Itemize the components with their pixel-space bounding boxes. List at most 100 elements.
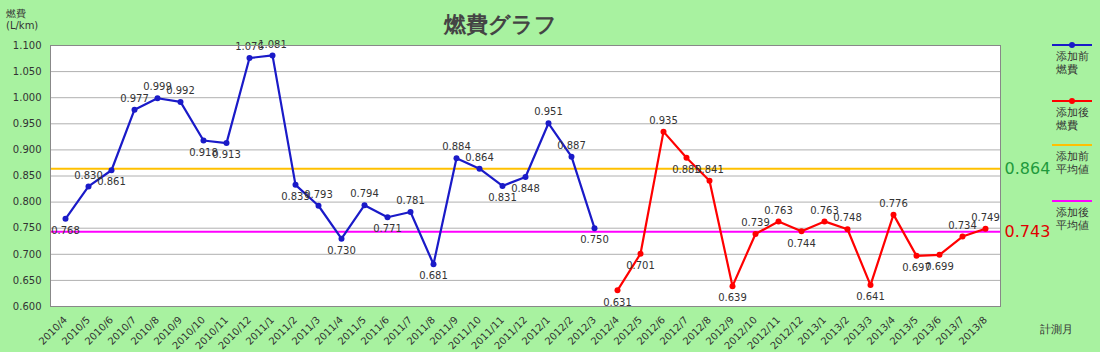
svg-text:2010/9: 2010/9 — [151, 314, 185, 347]
svg-text:2012/7: 2012/7 — [657, 314, 691, 347]
svg-text:2011/10: 2011/10 — [446, 314, 484, 352]
svg-text:0.700: 0.700 — [13, 249, 42, 260]
svg-text:2011/12: 2011/12 — [492, 314, 529, 351]
svg-text:0.641: 0.641 — [856, 291, 885, 302]
svg-text:2013/4: 2013/4 — [864, 314, 898, 347]
html-text:添加後燃費: 添加後燃費 — [1056, 106, 1089, 132]
svg-text:2011/8: 2011/8 — [404, 314, 438, 347]
svg-text:2011/9: 2011/9 — [427, 314, 461, 347]
svg-text:2012/11: 2012/11 — [745, 314, 783, 352]
svg-text:2011/1: 2011/1 — [243, 314, 277, 347]
svg-text:0.861: 0.861 — [97, 176, 126, 187]
html-text:添加前平均値: 添加前平均値 — [1056, 150, 1089, 176]
svg-text:2011/7: 2011/7 — [381, 314, 415, 347]
svg-text:2012/3: 2012/3 — [565, 314, 599, 347]
svg-text:0.800: 0.800 — [13, 196, 42, 207]
svg-text:2010/11: 2010/11 — [193, 314, 231, 352]
svg-text:1.000: 1.000 — [13, 92, 42, 103]
svg-text:2010/12: 2010/12 — [216, 314, 253, 351]
svg-text:0.631: 0.631 — [603, 297, 632, 308]
svg-text:0.848: 0.848 — [511, 183, 540, 194]
svg-text:2011/2: 2011/2 — [266, 314, 300, 347]
svg-text:0.999: 0.999 — [143, 81, 172, 93]
svg-text:2013/7: 2013/7 — [933, 314, 967, 347]
svg-text:2012/10: 2012/10 — [722, 314, 760, 352]
svg-text:2011/6: 2011/6 — [358, 314, 392, 347]
svg-text:0.885: 0.885 — [672, 164, 701, 175]
svg-text:0.730: 0.730 — [327, 245, 356, 256]
svg-text:0.950: 0.950 — [13, 118, 42, 129]
svg-text:0.781: 0.781 — [396, 195, 425, 206]
svg-text:0.750: 0.750 — [580, 234, 609, 245]
svg-text:0.750: 0.750 — [13, 222, 42, 233]
svg-text:1.081: 1.081 — [258, 39, 287, 50]
svg-text:0.887: 0.887 — [557, 140, 586, 151]
svg-text:0.771: 0.771 — [373, 223, 402, 234]
svg-text:2012/9: 2012/9 — [703, 314, 737, 347]
html-text:燃費グラフ: 燃費グラフ — [443, 12, 557, 37]
svg-text:2012/4: 2012/4 — [588, 314, 622, 347]
svg-text:2013/1: 2013/1 — [795, 314, 829, 347]
svg-text:2012/2: 2012/2 — [542, 314, 576, 347]
svg-text:0.850: 0.850 — [13, 170, 42, 181]
svg-text:2012/6: 2012/6 — [634, 314, 668, 347]
svg-text:2012/5: 2012/5 — [611, 314, 645, 347]
html-text:計測月: 計測月 — [1040, 323, 1073, 336]
svg-text:2010/5: 2010/5 — [59, 314, 93, 347]
svg-text:1.050: 1.050 — [13, 66, 42, 77]
svg-text:1.076: 1.076 — [235, 41, 264, 53]
svg-text:2012/8: 2012/8 — [680, 314, 714, 347]
svg-text:2013/5: 2013/5 — [887, 314, 921, 347]
svg-text:0.768: 0.768 — [51, 225, 80, 236]
svg-text:0.977: 0.977 — [120, 93, 149, 104]
html-text:添加後平均値: 添加後平均値 — [1056, 206, 1089, 232]
svg-text:0.739: 0.739 — [741, 217, 770, 228]
svg-text:2010/8: 2010/8 — [128, 314, 162, 347]
svg-text:0.749: 0.749 — [971, 212, 1000, 223]
svg-text:0.699: 0.699 — [925, 261, 954, 272]
svg-text:0.776: 0.776 — [879, 198, 908, 209]
svg-text:2011/3: 2011/3 — [289, 314, 323, 347]
svg-text:0.900: 0.900 — [13, 144, 42, 155]
svg-text:1.100: 1.100 — [13, 40, 42, 51]
svg-text:0.918: 0.918 — [189, 146, 218, 158]
svg-text:0.681: 0.681 — [419, 270, 448, 281]
svg-text:0.748: 0.748 — [833, 212, 862, 223]
svg-text:0.833: 0.833 — [281, 191, 310, 202]
svg-text:0.600: 0.600 — [13, 301, 42, 312]
svg-text:0.831: 0.831 — [488, 192, 517, 204]
svg-text:2011/5: 2011/5 — [335, 314, 369, 347]
svg-text:0.734: 0.734 — [948, 219, 977, 231]
svg-text:2010/7: 2010/7 — [105, 314, 139, 347]
svg-text:0.913: 0.913 — [212, 149, 241, 160]
svg-text:0.650: 0.650 — [13, 275, 42, 286]
svg-text:2012/1: 2012/1 — [519, 314, 553, 347]
html-text:燃費 (L/km): 燃費 (L/km) — [6, 8, 39, 31]
svg-text:2010/4: 2010/4 — [36, 314, 70, 347]
svg-text:2012/12: 2012/12 — [768, 314, 805, 351]
svg-text:2013/8: 2013/8 — [957, 314, 990, 347]
svg-text:0.841: 0.841 — [695, 163, 724, 175]
svg-text:0.794: 0.794 — [350, 188, 379, 199]
svg-text:2013/2: 2013/2 — [818, 314, 852, 347]
svg-text:2011/11: 2011/11 — [469, 314, 507, 352]
svg-text:2010/6: 2010/6 — [82, 314, 116, 347]
svg-text:0.701: 0.701 — [626, 260, 655, 271]
svg-text:0.639: 0.639 — [718, 292, 747, 303]
svg-text:2011/4: 2011/4 — [312, 314, 346, 347]
svg-text:2010/10: 2010/10 — [170, 314, 208, 352]
svg-text:0.935: 0.935 — [649, 115, 678, 126]
svg-text:2013/3: 2013/3 — [841, 314, 875, 347]
svg-text:0.763: 0.763 — [810, 204, 839, 216]
svg-text:0.951: 0.951 — [534, 106, 563, 117]
svg-text:0.992: 0.992 — [166, 85, 195, 96]
svg-text:0.884: 0.884 — [442, 141, 471, 152]
html-text:添加前燃費: 添加前燃費 — [1056, 50, 1089, 76]
svg-text:0.763: 0.763 — [764, 205, 793, 216]
svg-text:0.830: 0.830 — [74, 169, 103, 181]
svg-text:0.864: 0.864 — [465, 152, 494, 163]
svg-text:0.744: 0.744 — [787, 238, 816, 249]
svg-text:0.743: 0.743 — [1005, 222, 1051, 241]
svg-text:2013/6: 2013/6 — [910, 314, 944, 347]
svg-text:0.864: 0.864 — [1005, 159, 1051, 178]
